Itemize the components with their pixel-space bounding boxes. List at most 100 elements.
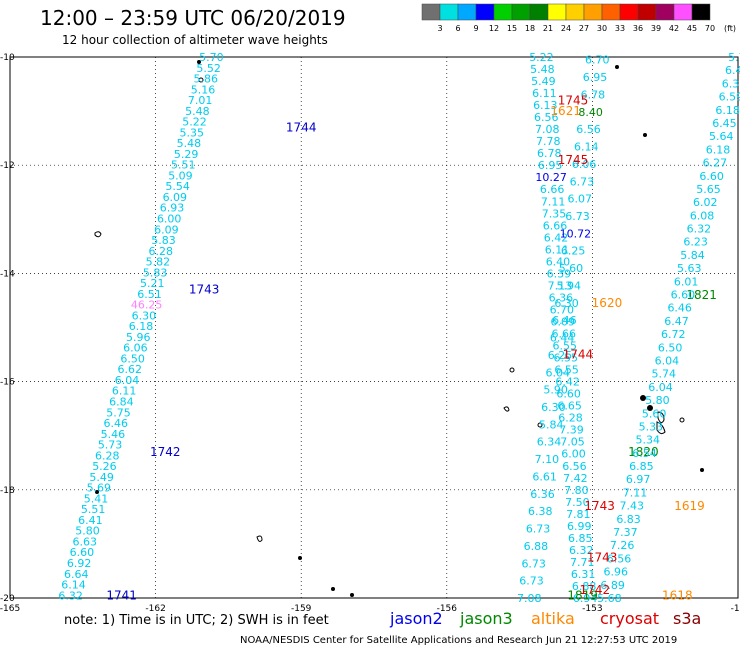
swh-value: 5.69: [87, 482, 112, 495]
swh-value: 5.52: [196, 62, 221, 75]
swh-value: 5.48: [530, 63, 555, 76]
swh-value: 6.64: [64, 568, 89, 581]
scale-swatch: [547, 3, 567, 21]
scale-swatch: [421, 3, 441, 21]
swh-value: 6.54: [632, 447, 657, 460]
time-label: 1744: [563, 348, 594, 362]
swh-value: 5.49: [531, 75, 556, 88]
scale-label: 36: [633, 24, 643, 33]
swh-value: 5.09: [168, 169, 193, 182]
scale-label: 24: [561, 24, 571, 33]
y-tick-label: -20: [0, 594, 15, 604]
swh-value: 6.25: [561, 245, 586, 258]
swh-value: 6.06: [572, 158, 597, 171]
swh-value: 5.35: [179, 126, 204, 139]
swh-value: 8.40: [578, 106, 603, 119]
swh-value: 5.63: [677, 262, 702, 275]
swh-value: 6.99: [567, 520, 592, 533]
swh-value: 6.09: [551, 315, 576, 328]
island-coastlines: [94, 60, 704, 597]
island-shape: [509, 367, 515, 373]
scale-label: 30: [597, 24, 607, 33]
swh-value: 5.33: [639, 420, 664, 433]
legend-jason3: jason3: [460, 609, 513, 628]
time-label: 1742: [150, 445, 181, 459]
swh-value: 6.09: [154, 223, 179, 236]
island-shape: [656, 421, 666, 435]
swh-value: 7.80: [564, 484, 589, 497]
time-label: 1741: [106, 588, 137, 602]
swh-value: 6.73: [570, 175, 595, 188]
swh-value: 6.27: [703, 157, 728, 170]
swh-value: 7.71: [570, 556, 595, 569]
swh-value: 6.32: [687, 223, 712, 236]
swh-value: 7.39: [559, 424, 584, 437]
color-scale-legend: 3 6 9 12 15 18 21 24 27 30 33 36 39 42 45 70 (ft): [421, 3, 736, 33]
swh-value: 5.54: [165, 180, 190, 193]
swh-value: 6.04: [648, 381, 673, 394]
swh-value: 6.32: [569, 544, 594, 557]
x-tick-label: -159: [291, 604, 312, 614]
y-tick-label: -16: [0, 378, 15, 388]
swh-value: 6.93: [160, 202, 185, 215]
swh-value: 6.94: [573, 592, 598, 605]
swh-value: 7.81: [566, 508, 591, 521]
x-tick-label: -156: [437, 604, 458, 614]
legend-cryosat: cryosat: [600, 609, 660, 628]
scale-label: 42: [669, 24, 679, 33]
time-label: 1619: [674, 499, 705, 513]
time-label: 1821: [686, 288, 717, 302]
swh-value: 6.83: [616, 513, 641, 526]
island-shape: [94, 231, 102, 238]
swh-value: 6.73: [519, 575, 544, 588]
scale-swatch: [439, 3, 459, 21]
swh-value: 6.60: [70, 546, 95, 559]
scale-label: 39: [651, 24, 661, 33]
swh-value: 6.39: [547, 267, 572, 280]
island-shape: [350, 593, 354, 597]
swh-value: 6.50: [658, 341, 683, 354]
swh-value: 6.07: [567, 193, 592, 206]
y-tick-label: -10: [0, 53, 15, 63]
scale-swatch: [673, 3, 693, 21]
swh-value: 6.04: [115, 374, 140, 387]
swh-value: 5.64: [709, 130, 734, 143]
scale-swatch: [619, 3, 639, 21]
time-label: 1743: [189, 283, 220, 297]
swh-value: 6.63: [72, 535, 97, 548]
swh-value: 6.73: [526, 523, 551, 536]
swh-value: 6.60: [556, 388, 581, 401]
scale-label: 18: [525, 24, 535, 33]
swh-value: 6.55: [552, 340, 577, 353]
swh-value: 6.28: [148, 245, 173, 258]
swh-value: 6.85: [568, 532, 593, 545]
swh-value: 6.56: [562, 460, 587, 473]
swh-value: 6.14: [61, 579, 86, 592]
swh-value: 10.72: [560, 227, 592, 240]
swh-value: 7.13: [548, 279, 573, 292]
swh-value: 5.94: [557, 279, 582, 292]
swh-value: 5.46: [101, 428, 126, 441]
swh-value: 7.50: [565, 496, 590, 509]
swh-value: 6.73: [565, 210, 590, 223]
swh-value: 6.95: [583, 71, 608, 84]
time-label: 1745: [558, 93, 589, 107]
axis-ticks: -10 -12 -14 -16 -18 -20-165 -162 -159 -156 -153 -1…: [0, 53, 740, 614]
scale-label: 21: [543, 24, 553, 33]
swh-value: 6.00: [561, 448, 586, 461]
swh-value: 6.38: [528, 505, 553, 518]
island-shape: [615, 65, 619, 69]
legend-jason2: jason2: [390, 609, 443, 628]
island-shape: [640, 395, 646, 401]
swh-value: 6.13: [533, 99, 558, 112]
swh-value: 5.34: [635, 434, 660, 447]
scale-swatch: [655, 3, 675, 21]
island-shape: [700, 468, 704, 472]
swh-value: 6.11: [532, 87, 557, 100]
legend-s3a: s3a: [673, 609, 702, 628]
swh-value: 6.85: [629, 460, 654, 473]
swh-value: 6.84: [109, 396, 134, 409]
time-label: 1743: [587, 550, 618, 564]
swh-value: 6.60: [699, 170, 724, 183]
